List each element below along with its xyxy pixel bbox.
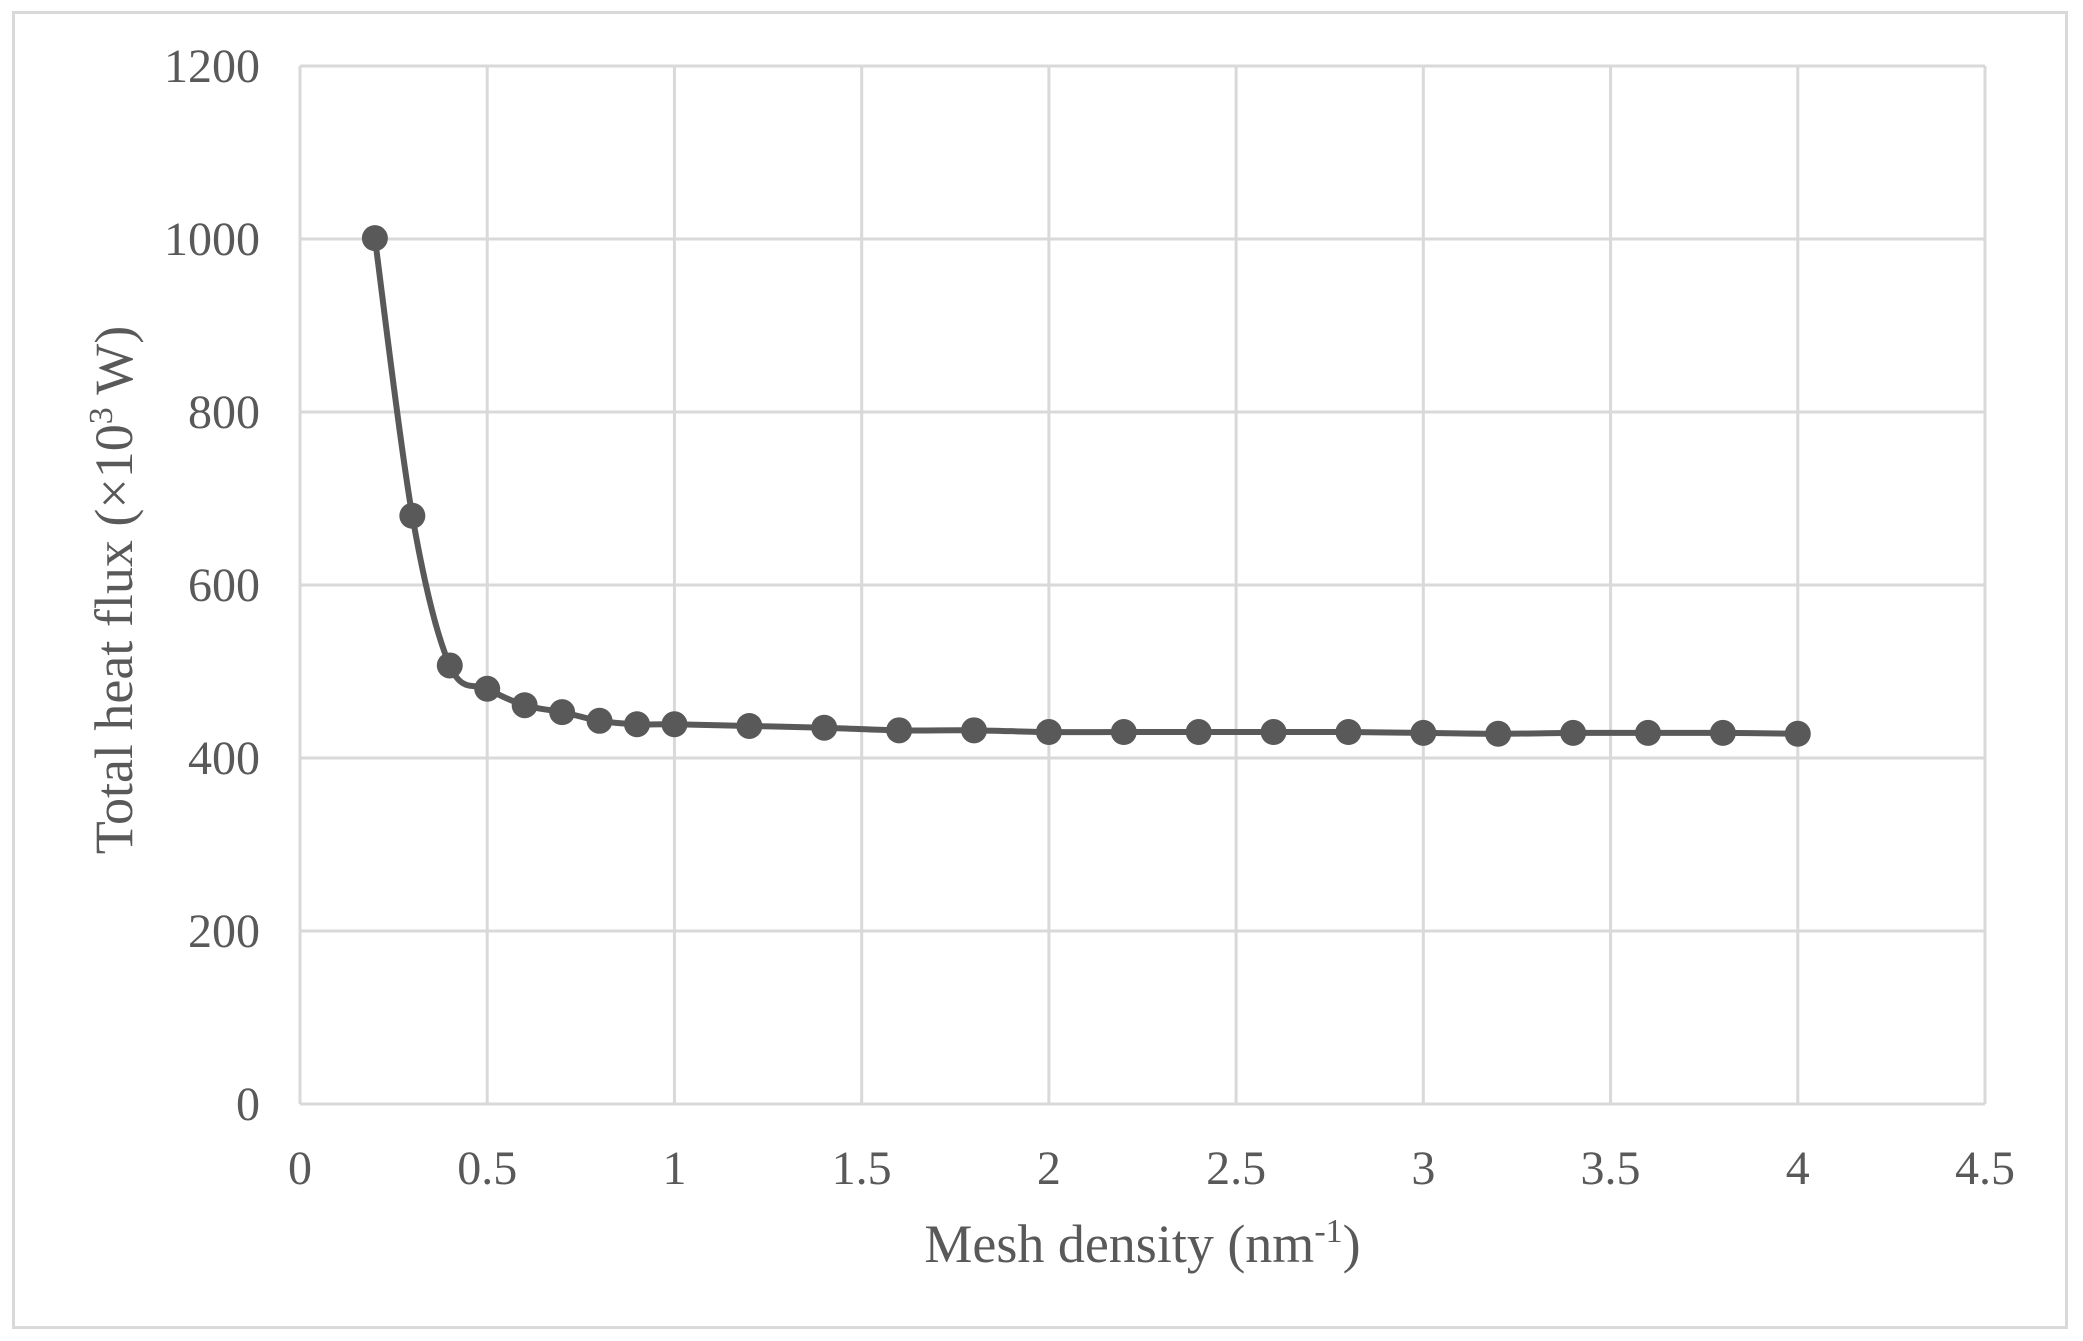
y-tick-label: 600 [188, 559, 260, 612]
y-tick-label: 0 [236, 1078, 260, 1131]
x-axis-title-sup: -1 [1314, 1213, 1342, 1250]
y-tick-label: 1000 [164, 213, 260, 266]
data-point [511, 692, 538, 719]
data-point [586, 707, 613, 734]
y-axis-ticks: 0 200 400 600 800 1000 1200 [164, 40, 260, 1131]
x-tick-label: 2.5 [1206, 1142, 1266, 1195]
data-point [1185, 719, 1212, 746]
x-tick-label: 2 [1037, 1142, 1061, 1195]
data-point [436, 652, 463, 679]
data-point [1635, 719, 1661, 746]
x-axis-title: Mesh density (nm-1) [924, 1213, 1360, 1274]
x-axis-title-base: Mesh density (nm [924, 1214, 1314, 1274]
y-tick-label: 800 [188, 386, 260, 439]
y-axis-title: Total heat flux (×103 W) [83, 326, 144, 855]
data-point [1260, 719, 1287, 746]
data-point [886, 717, 913, 744]
x-tick-label: 3 [1411, 1142, 1435, 1195]
data-point [1709, 719, 1736, 746]
data-point [1485, 720, 1512, 747]
data-point [549, 699, 576, 726]
chart-frame [12, 11, 2068, 1329]
data-point [736, 712, 763, 739]
data-point [474, 675, 501, 702]
data-point [811, 714, 838, 741]
data-point [961, 717, 987, 744]
data-point [361, 225, 388, 252]
data-point [624, 711, 650, 738]
data-point [399, 502, 426, 529]
data-point [1560, 719, 1587, 746]
axes [298, 66, 1985, 1106]
x-tick-label: 4.5 [1955, 1142, 2015, 1195]
x-axis-ticks: 0 0.5 1 1.5 2 2.5 3 3.5 4 4.5 [288, 1142, 2015, 1195]
x-tick-label: 1 [662, 1142, 686, 1195]
data-point [1410, 719, 1437, 746]
series-group [361, 225, 1811, 747]
y-tick-label: 400 [188, 732, 260, 785]
data-point [1784, 720, 1811, 747]
x-tick-label: 3.5 [1581, 1142, 1641, 1195]
series-line [371, 237, 1798, 737]
gridlines [300, 64, 1987, 1104]
data-point [1110, 719, 1137, 746]
y-axis-title-sup: 3 [83, 407, 120, 424]
data-point [1335, 719, 1362, 746]
x-tick-label: 1.5 [832, 1142, 892, 1195]
y-tick-label: 1200 [164, 40, 260, 93]
y-axis-title-base: Total heat flux (×10 [84, 424, 144, 854]
x-axis-title-tail: ) [1343, 1214, 1361, 1274]
y-tick-label: 200 [188, 905, 260, 958]
data-point [661, 711, 688, 738]
y-axis-title-tail: W) [84, 326, 144, 407]
x-tick-label: 0.5 [457, 1142, 517, 1195]
data-point [1035, 719, 1062, 746]
x-tick-label: 0 [288, 1142, 312, 1195]
x-tick-label: 4 [1786, 1142, 1810, 1195]
